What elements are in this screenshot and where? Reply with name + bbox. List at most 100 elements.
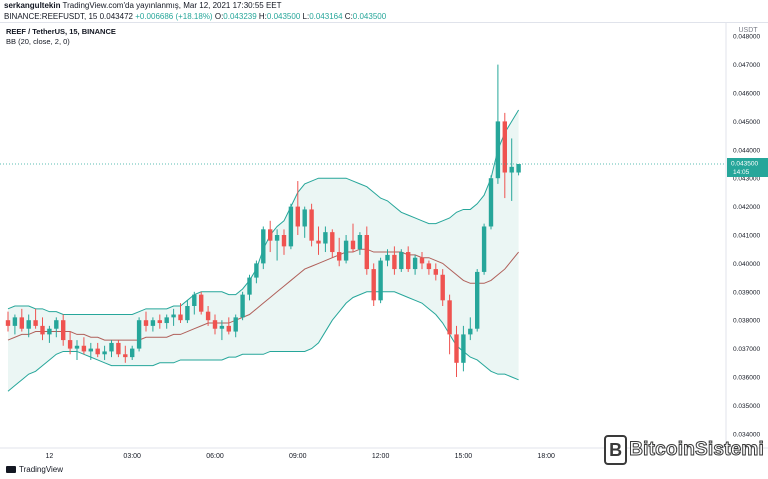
candle-body	[419, 257, 425, 264]
candle-body	[399, 252, 404, 270]
candle-body	[199, 294, 204, 312]
candle-body	[316, 240, 321, 244]
candle-body	[309, 209, 314, 241]
candle-body	[116, 342, 121, 355]
candle-body	[426, 263, 432, 270]
candle-body	[468, 328, 473, 335]
bb-basis-line	[7, 248, 519, 341]
tradingview-logo[interactable]: TradingView	[6, 465, 63, 474]
candle-body	[502, 121, 507, 173]
y-tick-label: 0.035000	[733, 403, 760, 410]
symbol-id: BINANCE:REEFUSDT, 15	[4, 12, 98, 21]
candle-body	[74, 345, 80, 349]
candle-body	[226, 325, 231, 332]
x-tick-label: 03:00	[123, 453, 141, 460]
author-name[interactable]: serkangultekin	[4, 1, 61, 10]
x-tick-label: 12:00	[372, 453, 390, 460]
publish-info: serkangultekin TradingView.com'da yayınl…	[0, 0, 768, 11]
y-tick-label: 0.037000	[733, 346, 760, 353]
candle-body	[433, 269, 438, 275]
candle-body	[185, 306, 190, 321]
candle-body	[212, 320, 218, 329]
candle-body	[219, 325, 225, 329]
candle-body	[412, 257, 418, 270]
candle-body	[19, 317, 24, 329]
candle-body	[447, 300, 452, 335]
chart-header: serkangultekin TradingView.com'da yayınl…	[0, 0, 768, 23]
high-value: 0.043500	[266, 12, 301, 21]
x-tick-label: 09:00	[289, 453, 307, 460]
countdown-label: 14:05	[733, 169, 750, 176]
candle-body	[323, 232, 328, 244]
candle-body	[88, 348, 93, 352]
candle-body	[54, 320, 59, 329]
candle-body	[192, 294, 197, 306]
legend-indicator[interactable]: BB (20, close, 2, 0)	[6, 37, 70, 46]
close-label: C:	[344, 12, 353, 21]
tradingview-brand: TradingView	[19, 465, 64, 474]
candle-body	[33, 320, 38, 326]
candle-body	[302, 209, 307, 227]
candle-body	[350, 240, 356, 250]
y-tick-label: 0.046000	[733, 91, 760, 98]
y-tick-label: 0.048000	[733, 34, 760, 41]
y-tick-label: 0.044000	[733, 147, 760, 154]
candle-body	[440, 274, 445, 301]
legend-symbol[interactable]: REEF / TetherUS, 15, BINANCE	[6, 27, 116, 36]
candle-body	[343, 240, 349, 261]
candle-body	[123, 354, 128, 358]
candle-body	[178, 314, 183, 321]
chart-legend: REEF / TetherUS, 15, BINANCE BB (20, clo…	[6, 27, 116, 47]
candle-body	[475, 271, 480, 329]
y-tick-label: 0.042000	[733, 204, 760, 211]
currency-label: USDT	[738, 27, 758, 34]
candle-body	[364, 235, 369, 270]
candle-body	[274, 235, 280, 241]
candle-body	[136, 320, 142, 349]
candle-body	[495, 121, 501, 179]
open-label: O:	[214, 12, 224, 21]
candle-body	[268, 229, 273, 241]
candle-body	[385, 254, 390, 261]
candle-body	[95, 348, 100, 355]
candle-body	[392, 254, 397, 270]
candle-body	[205, 311, 211, 321]
candle-body	[164, 317, 169, 324]
open-value: 0.043239	[223, 12, 257, 21]
bitcoinsistemi-watermark: B BitcoinSistemi	[604, 430, 764, 470]
candle-body	[481, 226, 487, 272]
candle-body	[67, 340, 73, 349]
x-tick-label: 12	[46, 453, 54, 460]
candle-body	[357, 235, 363, 250]
candle-body	[488, 178, 494, 227]
candle-body	[247, 277, 252, 295]
candle-body	[461, 334, 466, 363]
candle-body	[143, 320, 149, 326]
candle-body	[509, 166, 514, 173]
candle-body	[81, 345, 87, 352]
candle-body	[157, 320, 162, 324]
candle-body	[233, 317, 238, 332]
candle-body	[516, 164, 521, 173]
bitcoin-badge-icon: B	[604, 435, 628, 465]
last-price-label: 0.043500	[731, 161, 758, 168]
candle-body	[102, 351, 107, 355]
price-change: +0.006686 (+18.18%)	[135, 12, 213, 21]
x-tick-label: 18:00	[537, 453, 555, 460]
y-tick-label: 0.038000	[733, 318, 760, 325]
candle-body	[150, 320, 156, 326]
candle-body	[406, 252, 411, 270]
y-tick-label: 0.036000	[733, 375, 760, 382]
candle-body	[26, 320, 31, 329]
publish-meta: TradingView.com'da yayınlanmış, Mar 12, …	[60, 1, 282, 10]
candle-body	[240, 294, 245, 318]
candle-body	[254, 263, 259, 278]
candle-body	[454, 334, 459, 363]
candle-body	[261, 229, 266, 264]
candle-body	[371, 269, 376, 301]
y-tick-label: 0.041000	[733, 233, 760, 240]
current-price: 0.043472	[99, 12, 133, 21]
high-label: H:	[258, 12, 267, 21]
y-tick-label: 0.034000	[733, 431, 760, 438]
